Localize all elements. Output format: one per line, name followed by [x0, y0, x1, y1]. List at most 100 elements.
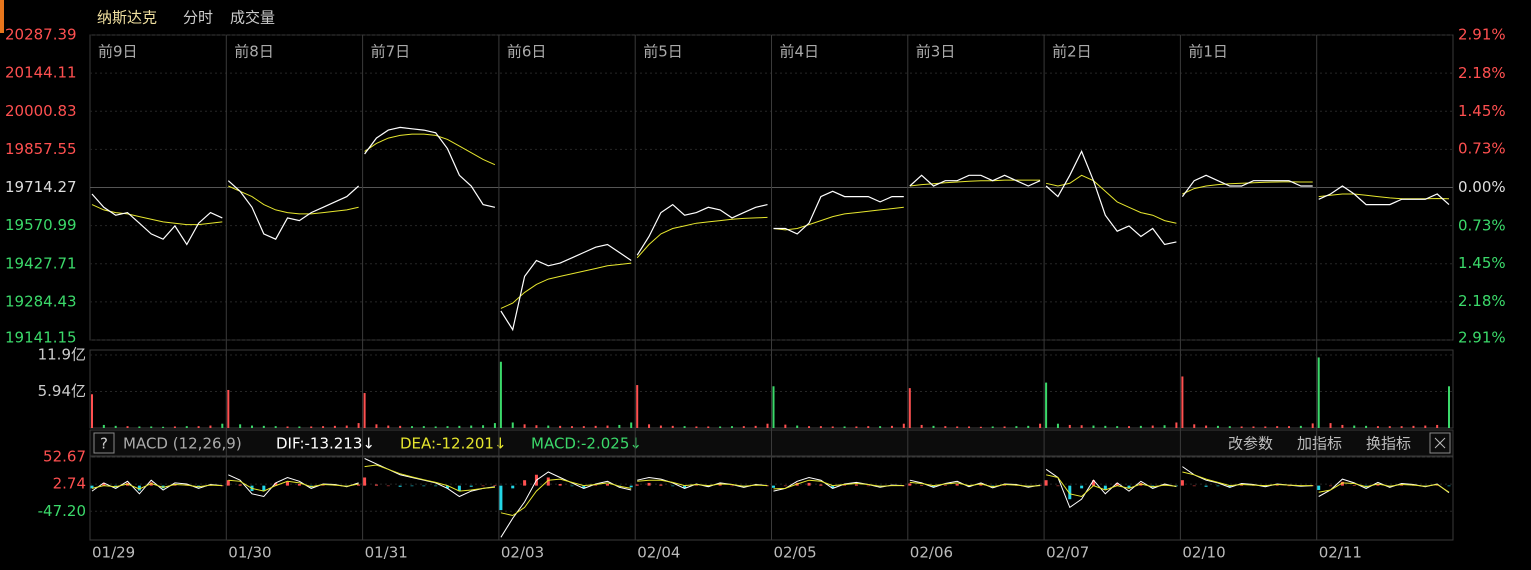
macd-bar	[321, 485, 325, 486]
dea-line	[1182, 471, 1313, 487]
volume-bar	[446, 426, 449, 428]
macd-bar	[398, 485, 402, 487]
avg-line	[228, 185, 359, 215]
macd-bar	[1435, 485, 1439, 486]
dif-line	[500, 471, 632, 538]
volume-bar	[594, 425, 597, 428]
session-label: 前1日	[1188, 43, 1228, 61]
date-label: 01/30	[228, 544, 271, 562]
macd-bar	[1044, 480, 1048, 486]
macd-tick-label: 2.74	[53, 475, 86, 493]
session-label: 前7日	[371, 43, 411, 61]
button[interactable]: 改参数	[1228, 435, 1273, 453]
volume-bar	[470, 425, 473, 428]
macd-bar	[1376, 484, 1380, 486]
y2-tick-label: 2.91%	[1458, 329, 1506, 347]
y2-tick-label: 1.45%	[1458, 254, 1506, 272]
y-tick-label: 19857.55	[5, 140, 77, 158]
macd-bar	[1180, 480, 1184, 486]
macd-bar	[469, 485, 473, 487]
accent-bar	[0, 0, 4, 33]
macd-bar	[1240, 484, 1244, 486]
mode-tab[interactable]: 分时	[183, 9, 213, 27]
volume-bar	[1436, 424, 1439, 428]
macd-bar	[635, 484, 639, 486]
macd-bar	[1228, 485, 1232, 488]
y-tick-label: 19141.15	[5, 329, 77, 347]
y-tick-label: 20287.39	[5, 26, 77, 44]
volume-bar	[772, 386, 775, 428]
help[interactable]: ?	[100, 435, 108, 453]
volume-bar	[618, 424, 621, 428]
volume-bar	[221, 423, 224, 428]
macd-bar	[606, 484, 610, 486]
macd-bar	[783, 485, 787, 487]
volume-bar	[227, 389, 230, 428]
volume-bar	[1240, 426, 1243, 428]
macd-tick-label: -47.20	[38, 502, 86, 520]
session-label: 前2日	[1052, 43, 1092, 61]
macd-bar	[558, 484, 562, 486]
macd-bar	[363, 477, 367, 486]
indicator-tab[interactable]: 成交量	[230, 9, 275, 27]
volume-bar	[410, 426, 413, 428]
macd-bar	[422, 485, 426, 487]
volume-bar	[1205, 425, 1208, 428]
macd-bar	[1216, 485, 1220, 487]
macd-bar	[807, 482, 811, 486]
dif-value: DIF:-13.213↓	[276, 435, 375, 453]
macd-bar	[297, 484, 301, 486]
button[interactable]: 换指标	[1366, 435, 1411, 453]
macd-bar	[386, 485, 390, 487]
macd-bar	[1352, 485, 1356, 486]
volume-bar	[1424, 425, 1427, 428]
volume-bar	[1412, 425, 1415, 428]
volume-bar	[1311, 423, 1314, 428]
button[interactable]: 加指标	[1297, 435, 1342, 453]
price-line	[1181, 174, 1313, 197]
dea-line	[1318, 482, 1450, 493]
macd-bar	[1275, 485, 1279, 486]
macd-tick-label: 52.67	[43, 448, 86, 466]
macd-bar	[1115, 482, 1119, 486]
volume-bar	[754, 425, 757, 428]
session-label: 前6日	[507, 43, 547, 61]
macd-bar	[274, 482, 278, 486]
volume-bar	[902, 423, 905, 428]
date-label: 02/05	[774, 544, 817, 562]
help-box[interactable]	[93, 432, 115, 454]
volume-bar	[310, 426, 313, 428]
volume-bar	[855, 426, 858, 428]
macd-bar	[683, 485, 687, 489]
volume-bar	[719, 426, 722, 428]
macd-bar	[659, 484, 663, 486]
macd-bar	[1329, 485, 1333, 487]
close-button[interactable]	[1429, 432, 1451, 454]
volume-bar	[920, 424, 923, 428]
close-icon[interactable]	[1434, 437, 1446, 449]
volume-bar	[239, 424, 242, 428]
volume-bar	[357, 423, 360, 428]
price-line	[500, 243, 632, 332]
close-box[interactable]	[1429, 432, 1451, 454]
volume-bar	[286, 426, 289, 428]
volume-bar	[1015, 426, 1018, 428]
avg-line	[364, 133, 496, 166]
volume-bar	[683, 426, 686, 428]
macd-bar	[671, 485, 675, 487]
volume-bar	[422, 426, 425, 428]
y2-tick-label: 2.18%	[1458, 64, 1506, 82]
session-label: 前3日	[916, 43, 956, 61]
macd-bar	[570, 485, 574, 487]
volume-bar	[298, 426, 301, 428]
volume-bar	[808, 426, 811, 428]
volume-bar	[1175, 422, 1178, 428]
volume-bar	[1163, 425, 1166, 428]
volume-bar	[1317, 357, 1320, 428]
macd-bar	[931, 485, 935, 488]
macd-bar	[286, 481, 290, 486]
macd-bar	[843, 485, 847, 486]
dea-line	[500, 478, 632, 517]
y-tick-label: 20000.83	[5, 102, 77, 120]
volume-bar	[102, 424, 105, 428]
